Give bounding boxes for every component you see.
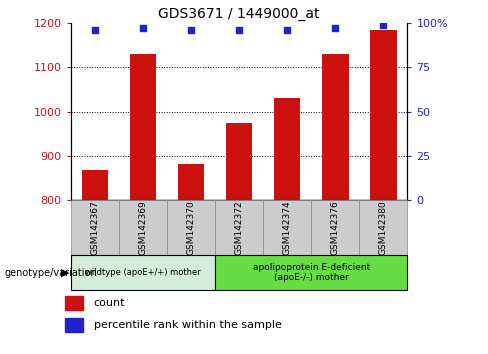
Text: ▶: ▶ xyxy=(61,268,69,278)
Bar xyxy=(370,30,397,200)
FancyBboxPatch shape xyxy=(119,200,167,255)
FancyBboxPatch shape xyxy=(215,200,263,255)
Text: GSM142376: GSM142376 xyxy=(331,200,340,255)
Text: apolipoprotein E-deficient
(apoE-/-) mother: apolipoprotein E-deficient (apoE-/-) mot… xyxy=(253,263,370,282)
Bar xyxy=(178,164,204,200)
Bar xyxy=(130,54,156,200)
Bar xyxy=(274,98,301,200)
Text: percentile rank within the sample: percentile rank within the sample xyxy=(94,320,282,330)
Text: GSM142372: GSM142372 xyxy=(235,200,244,255)
Text: GSM142367: GSM142367 xyxy=(90,200,100,255)
FancyBboxPatch shape xyxy=(359,200,407,255)
Text: GSM142374: GSM142374 xyxy=(283,200,292,255)
Title: GDS3671 / 1449000_at: GDS3671 / 1449000_at xyxy=(159,7,320,21)
Text: genotype/variation: genotype/variation xyxy=(5,268,98,278)
Text: count: count xyxy=(94,298,125,308)
Bar xyxy=(64,296,82,310)
FancyBboxPatch shape xyxy=(71,200,119,255)
Bar xyxy=(226,122,252,200)
Text: wildtype (apoE+/+) mother: wildtype (apoE+/+) mother xyxy=(85,268,201,277)
Text: GSM142369: GSM142369 xyxy=(139,200,147,255)
Bar xyxy=(322,54,348,200)
Text: GSM142370: GSM142370 xyxy=(186,200,196,255)
FancyBboxPatch shape xyxy=(311,200,359,255)
FancyBboxPatch shape xyxy=(167,200,215,255)
FancyBboxPatch shape xyxy=(71,255,215,290)
Text: GSM142380: GSM142380 xyxy=(379,200,388,255)
FancyBboxPatch shape xyxy=(215,255,407,290)
FancyBboxPatch shape xyxy=(263,200,311,255)
Bar xyxy=(81,170,108,200)
Bar xyxy=(64,318,82,332)
